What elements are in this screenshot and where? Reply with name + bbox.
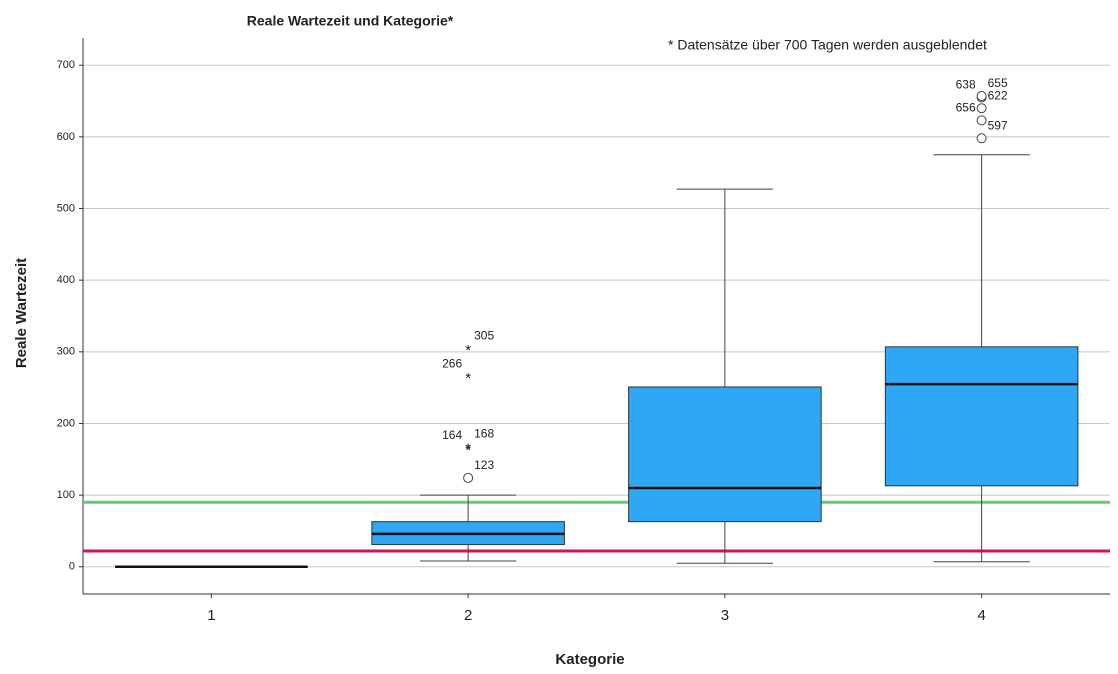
outlier-star: *	[465, 342, 471, 359]
outlier-star: *	[465, 440, 471, 457]
x-tick-label: 3	[721, 607, 729, 624]
y-tick-label: 400	[57, 274, 75, 286]
box	[884, 346, 1079, 487]
outlier-star: *	[465, 370, 471, 387]
y-axis-label: Reale Wartezeit	[13, 258, 30, 368]
box	[628, 386, 822, 523]
outlier-label: 266	[442, 356, 462, 370]
outlier-label: 655	[988, 76, 1008, 90]
y-tick-label: 0	[69, 561, 75, 573]
x-tick-label: 2	[464, 607, 472, 624]
outlier-label: 305	[474, 328, 494, 342]
x-axis-label: Kategorie	[555, 651, 624, 668]
outlier	[463, 472, 474, 483]
outlier-label: 622	[988, 88, 1008, 102]
y-tick-label: 500	[57, 202, 75, 214]
y-tick-label: 200	[57, 417, 75, 429]
outlier-label: 123	[474, 458, 494, 472]
y-tick-label: 600	[57, 131, 75, 143]
y-tick-label: 300	[57, 346, 75, 358]
outlier	[976, 103, 987, 114]
chart-title: Reale Wartezeit und Kategorie*	[247, 13, 454, 29]
outlier	[976, 115, 987, 126]
outlier-label: 164	[442, 428, 462, 442]
x-tick-label: 4	[977, 607, 985, 624]
outlier	[976, 91, 987, 102]
outlier	[976, 133, 987, 144]
y-tick-label: 100	[57, 489, 75, 501]
outlier-label: 656	[956, 101, 976, 115]
outlier-star: *	[465, 442, 471, 459]
outlier-label: 168	[474, 427, 494, 441]
note: * Datensätze über 700 Tagen werden ausge…	[668, 37, 987, 53]
outlier-label: 638	[956, 78, 976, 92]
x-tick-label: 1	[207, 607, 215, 624]
y-tick-label: 700	[57, 59, 75, 71]
outlier-label: 597	[988, 118, 1008, 132]
